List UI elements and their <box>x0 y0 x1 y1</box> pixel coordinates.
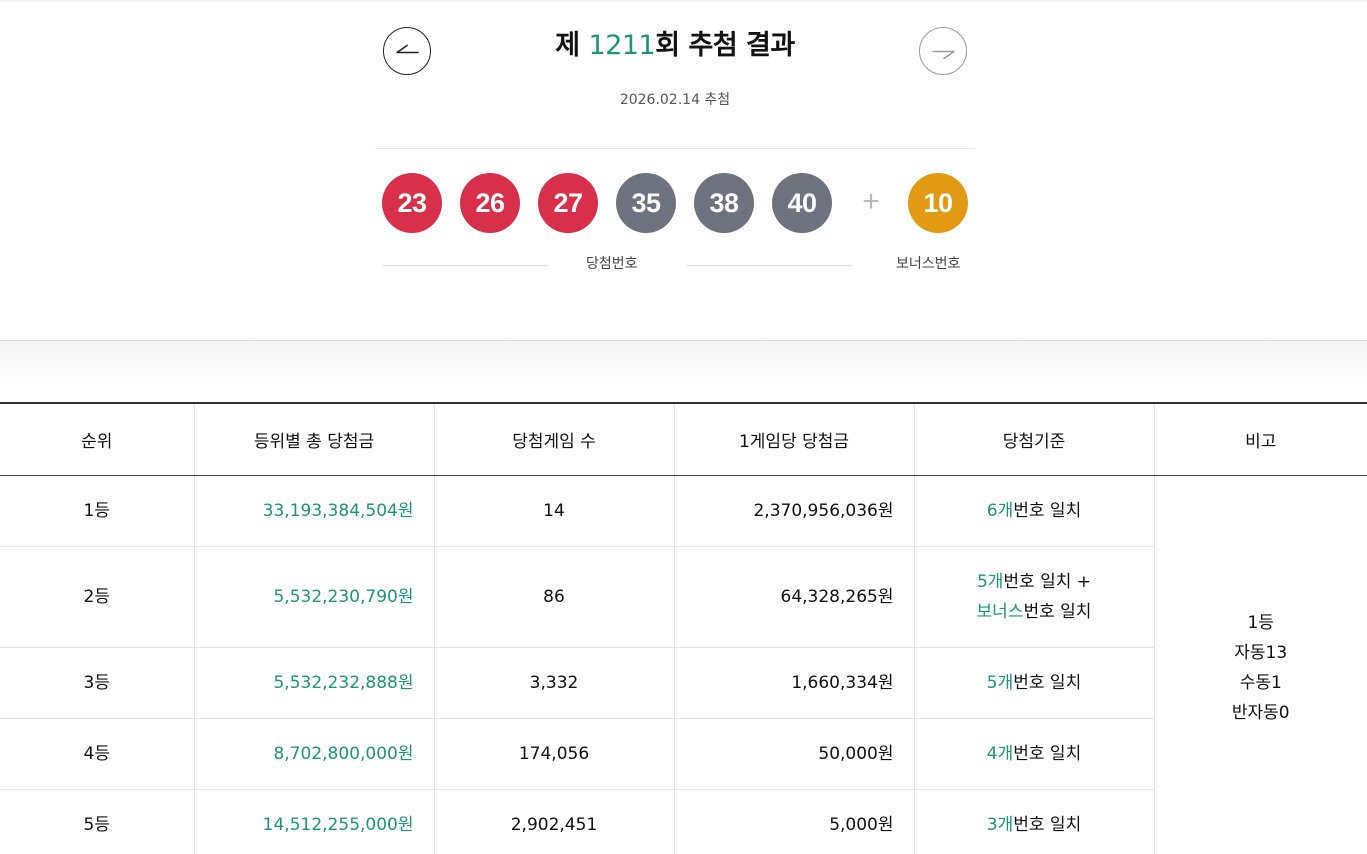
criteria-text: 번호 일치 + <box>1003 571 1092 592</box>
table-row: 3등 5,532,232,888원 3,332 1,660,334원 5개번호 일치 <box>0 647 1367 719</box>
rank-cell: 2등 <box>0 546 195 648</box>
total-prize-cell: 14,512,255,000원 <box>194 789 435 854</box>
criteria-cell: 4개번호 일치 <box>914 718 1155 790</box>
criteria-text: 번호 일치 <box>1013 672 1082 693</box>
rank-cell: 4등 <box>0 718 195 790</box>
winning-ball: 38 <box>694 173 754 233</box>
prize-per-game-cell: 5,000원 <box>674 789 915 854</box>
winner-count-cell: 3,332 <box>434 647 675 719</box>
page-title: 제 1211회 추첨 결과 <box>555 30 795 61</box>
criteria-cell: 3개번호 일치 <box>914 789 1155 854</box>
criteria-line: 5개번호 일치 <box>935 668 1134 698</box>
criteria-cell: 5개번호 일치 + 보너스번호 일치 <box>914 546 1155 648</box>
bonus-number-label: 보너스번호 <box>896 256 961 272</box>
bonus-ball: 10 <box>908 173 968 233</box>
rank-cell: 1등 <box>0 475 195 547</box>
header-total-prize: 등위별 총 당첨금 <box>194 402 435 476</box>
criteria-highlight: 5개 <box>976 571 1004 592</box>
total-prize-cell: 5,532,230,790원 <box>194 546 435 648</box>
criteria-line: 5개번호 일치 + <box>935 567 1134 597</box>
winning-ball: 40 <box>772 173 832 233</box>
section-shade <box>0 341 1367 385</box>
note-line: 수동1 <box>1239 672 1282 693</box>
criteria-line: 보너스번호 일치 <box>935 597 1134 627</box>
criteria-cell: 5개번호 일치 <box>914 647 1155 719</box>
total-prize-cell: 8,702,800,000원 <box>194 718 435 790</box>
next-round-button[interactable] <box>919 27 967 75</box>
criteria-text: 번호 일치 <box>1023 601 1092 622</box>
table-row: 1등 33,193,384,504원 14 2,370,956,036원 6개번호 일치… <box>0 475 1367 854</box>
prize-per-game-cell: 2,370,956,036원 <box>674 475 915 547</box>
winner-count-cell: 2,902,451 <box>434 789 675 854</box>
criteria-line: 6개번호 일치 <box>935 496 1134 526</box>
total-prize-cell: 33,193,384,504원 <box>194 475 435 547</box>
prize-table: 순위 등위별 총 당첨금 당첨게임 수 1게임당 당첨금 당첨기준 비고 1등 3… <box>0 402 1367 854</box>
criteria-highlight: 6개 <box>986 500 1014 521</box>
table-row: 2등 5,532,230,790원 86 64,328,265원 5개번호 일치 + 보너… <box>0 546 1367 648</box>
table-row: 4등 8,702,800,000원 174,056 50,000원 4개번호 일치 <box>0 718 1367 790</box>
criteria-text: 번호 일치 <box>1013 743 1082 764</box>
criteria-highlight: 3개 <box>986 814 1014 835</box>
arrow-right-icon <box>932 50 955 60</box>
rank-cell: 5등 <box>0 789 195 854</box>
header-prize-per-game: 1게임당 당첨금 <box>674 402 915 476</box>
criteria-highlight: 보너스 <box>976 601 1024 622</box>
table-row: 5등 14,512,255,000원 2,902,451 5,000원 3개번호 일치 <box>0 789 1367 854</box>
winning-ball: 35 <box>616 173 676 233</box>
previous-round-button[interactable] <box>383 27 431 75</box>
header-criteria: 당첨기준 <box>914 402 1155 476</box>
label-line-left <box>382 265 548 266</box>
criteria-highlight: 5개 <box>986 672 1014 693</box>
arrow-left-icon <box>396 44 419 54</box>
rank-cell: 3등 <box>0 647 195 719</box>
table-header-row: 순위 등위별 총 당첨금 당첨게임 수 1게임당 당첨금 당첨기준 비고 <box>0 402 1367 476</box>
header-note: 비고 <box>1154 402 1367 476</box>
criteria-line: 4개번호 일치 <box>935 739 1134 769</box>
label-line-right <box>686 265 852 266</box>
winner-count-cell: 86 <box>434 546 675 648</box>
winning-numbers-label: 당첨번호 <box>586 256 638 272</box>
winning-ball: 27 <box>538 173 598 233</box>
winner-count-cell: 174,056 <box>434 718 675 790</box>
prize-per-game-cell: 1,660,334원 <box>674 647 915 719</box>
winning-ball: 26 <box>460 173 520 233</box>
section-divider <box>0 340 1367 341</box>
note-line: 자동13 <box>1234 642 1288 663</box>
prize-per-game-cell: 50,000원 <box>674 718 915 790</box>
criteria-text: 번호 일치 <box>1013 500 1082 521</box>
round-number: 1211 <box>588 30 656 61</box>
header-rank: 순위 <box>0 402 195 476</box>
draw-date: 2026.02.14 추첨 <box>619 92 731 108</box>
prize-per-game-cell: 64,328,265원 <box>674 546 915 648</box>
criteria-text: 번호 일치 <box>1013 814 1082 835</box>
note-line: 1등 <box>1247 612 1274 633</box>
criteria-cell: 6개번호 일치 <box>914 475 1155 547</box>
total-prize-cell: 5,532,232,888원 <box>194 647 435 719</box>
header-winner-count: 당첨게임 수 <box>434 402 675 476</box>
note-line: 반자동0 <box>1231 702 1290 723</box>
winner-count-cell: 14 <box>434 475 675 547</box>
winning-ball: 23 <box>382 173 442 233</box>
criteria-highlight: 4개 <box>986 743 1014 764</box>
plus-sign: + <box>862 185 880 218</box>
criteria-line: 3개번호 일치 <box>935 810 1134 840</box>
header-divider <box>375 148 975 149</box>
top-border <box>0 0 1367 2</box>
